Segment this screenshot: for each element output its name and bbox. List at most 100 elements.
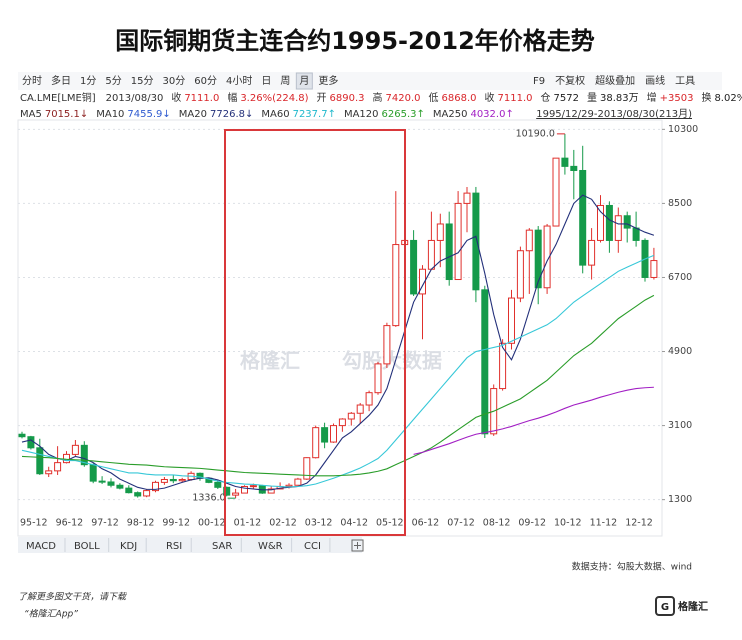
date: 2013/08/30 — [106, 93, 164, 104]
toolbar-selected — [295, 72, 313, 90]
app-name: “格隆汇App” — [24, 609, 78, 620]
x-tick-label: 01-12 — [234, 518, 262, 529]
candle-body — [410, 239, 418, 295]
candle-body — [232, 492, 240, 496]
candle-body — [534, 229, 542, 289]
x-tick-label: 08-12 — [483, 518, 511, 529]
candle-body — [45, 470, 53, 475]
x-tick-label: 09-12 — [518, 518, 546, 529]
ma-value: 7455.9↓ — [127, 109, 170, 120]
toolbar-button[interactable]: 1分 — [80, 75, 96, 87]
candle-body — [427, 239, 435, 270]
candle-body — [650, 260, 658, 278]
candle-body — [543, 225, 551, 289]
logo-text: 格隆汇 — [678, 600, 708, 613]
x-tick-label: 98-12 — [127, 518, 155, 529]
data-source: 数据支持：勾股大数据、wind — [572, 561, 692, 573]
ma-value: 7726.8↓ — [210, 109, 253, 120]
candle-body — [294, 478, 302, 486]
indicator-tab[interactable]: SAR — [212, 541, 232, 552]
ma-name: MA250 — [433, 109, 468, 120]
x-tick-label: 95-12 — [20, 518, 48, 529]
toolbar-button[interactable]: 不复权 — [555, 74, 585, 87]
candle-body — [570, 165, 578, 171]
candle-body — [169, 478, 177, 482]
candle-body — [18, 433, 26, 438]
x-tick-label: 05-12 — [376, 518, 404, 529]
toolbar-button[interactable]: 多日 — [51, 74, 71, 87]
toolbar-button[interactable]: 30分 — [162, 75, 185, 87]
date-range: 1995/12/29-2013/08/30(213月) — [536, 108, 692, 120]
y-tick-label: 4900 — [668, 346, 692, 357]
candle-body — [63, 453, 70, 464]
candle-body — [347, 412, 355, 420]
x-tick-label: 12-12 — [625, 518, 653, 529]
quote-label: 收 — [485, 91, 495, 104]
x-tick-label: 06-12 — [412, 518, 440, 529]
toolbar-button[interactable]: 分时 — [22, 75, 42, 87]
candle-body — [267, 488, 275, 494]
candle-body — [525, 229, 533, 252]
candle-body — [454, 202, 462, 281]
add-tab[interactable] — [351, 539, 364, 552]
toolbar-button[interactable]: 5分 — [105, 75, 121, 87]
x-tick-label: 04-12 — [340, 518, 368, 529]
candle-body — [499, 342, 507, 390]
x-tick-label: 00-12 — [198, 518, 226, 529]
tab-bar — [18, 537, 362, 553]
toolbar-button[interactable]: 周 — [280, 75, 290, 87]
indicator-tab[interactable]: MACD — [26, 541, 56, 552]
x-tick-label: 99-12 — [162, 518, 190, 529]
candle-body — [374, 363, 382, 394]
ma-line — [21, 194, 655, 491]
toolbar-button[interactable]: 15分 — [131, 75, 154, 87]
candle-body — [98, 480, 106, 483]
candle-body — [392, 244, 400, 327]
quote-value: 3.26%(224.8) — [240, 93, 308, 104]
candle-body — [419, 268, 426, 295]
toolbar-button[interactable]: 月 — [299, 75, 309, 87]
candle-body — [54, 462, 62, 472]
candle-body — [321, 427, 329, 443]
candle-body — [107, 481, 115, 486]
indicator-tab[interactable]: KDJ — [120, 541, 137, 552]
promo-text: 了解更多图文干货，请下载 — [18, 592, 127, 603]
candle-body — [605, 204, 613, 241]
toolbar-button[interactable]: F9 — [533, 76, 545, 87]
annotation: 10190.0 — [516, 128, 555, 139]
y-tick-label: 3100 — [668, 420, 692, 431]
indicator-tab[interactable]: W&R — [258, 541, 283, 552]
candle-body — [561, 157, 569, 167]
toolbar-button[interactable]: 画线 — [645, 74, 665, 87]
ma-value: 7015.1↓ — [45, 109, 88, 120]
toolbar — [18, 72, 722, 90]
ma-name: MA120 — [344, 109, 379, 120]
ma-line — [21, 294, 655, 477]
indicator-tab[interactable]: CCI — [304, 541, 321, 552]
toolbar-button[interactable]: 超级叠加 — [595, 74, 635, 87]
candle-body — [71, 444, 79, 455]
toolbar-button[interactable]: 4小时 — [226, 75, 252, 87]
quote-label: 仓 — [541, 91, 551, 104]
candle-body — [303, 457, 311, 480]
candle-body — [338, 418, 346, 427]
toolbar-button[interactable]: 工具 — [675, 75, 695, 87]
ma-value: 6265.3↑ — [382, 109, 425, 120]
watermark: 勾股大数据 — [342, 349, 442, 373]
plot: 1300 3100 4900 6700 8500 10300 95-12 96-12 97-12… — [18, 124, 698, 529]
ma-name: MA5 — [20, 109, 42, 120]
indicator-tab[interactable]: RSI — [166, 541, 182, 552]
candle-body — [249, 485, 257, 488]
toolbar-button[interactable]: 日 — [261, 76, 271, 87]
indicator-tab[interactable]: BOLL — [74, 541, 100, 552]
candle-body — [623, 215, 631, 229]
candle-body — [356, 404, 364, 414]
toolbar-button[interactable]: 60分 — [194, 75, 217, 87]
candle-body — [472, 192, 480, 291]
quote-value: +3503 — [660, 93, 694, 104]
x-tick-label: 97-12 — [91, 518, 119, 529]
toolbar-button[interactable]: 更多 — [318, 74, 338, 87]
x-tick-label: 02-12 — [269, 518, 297, 529]
